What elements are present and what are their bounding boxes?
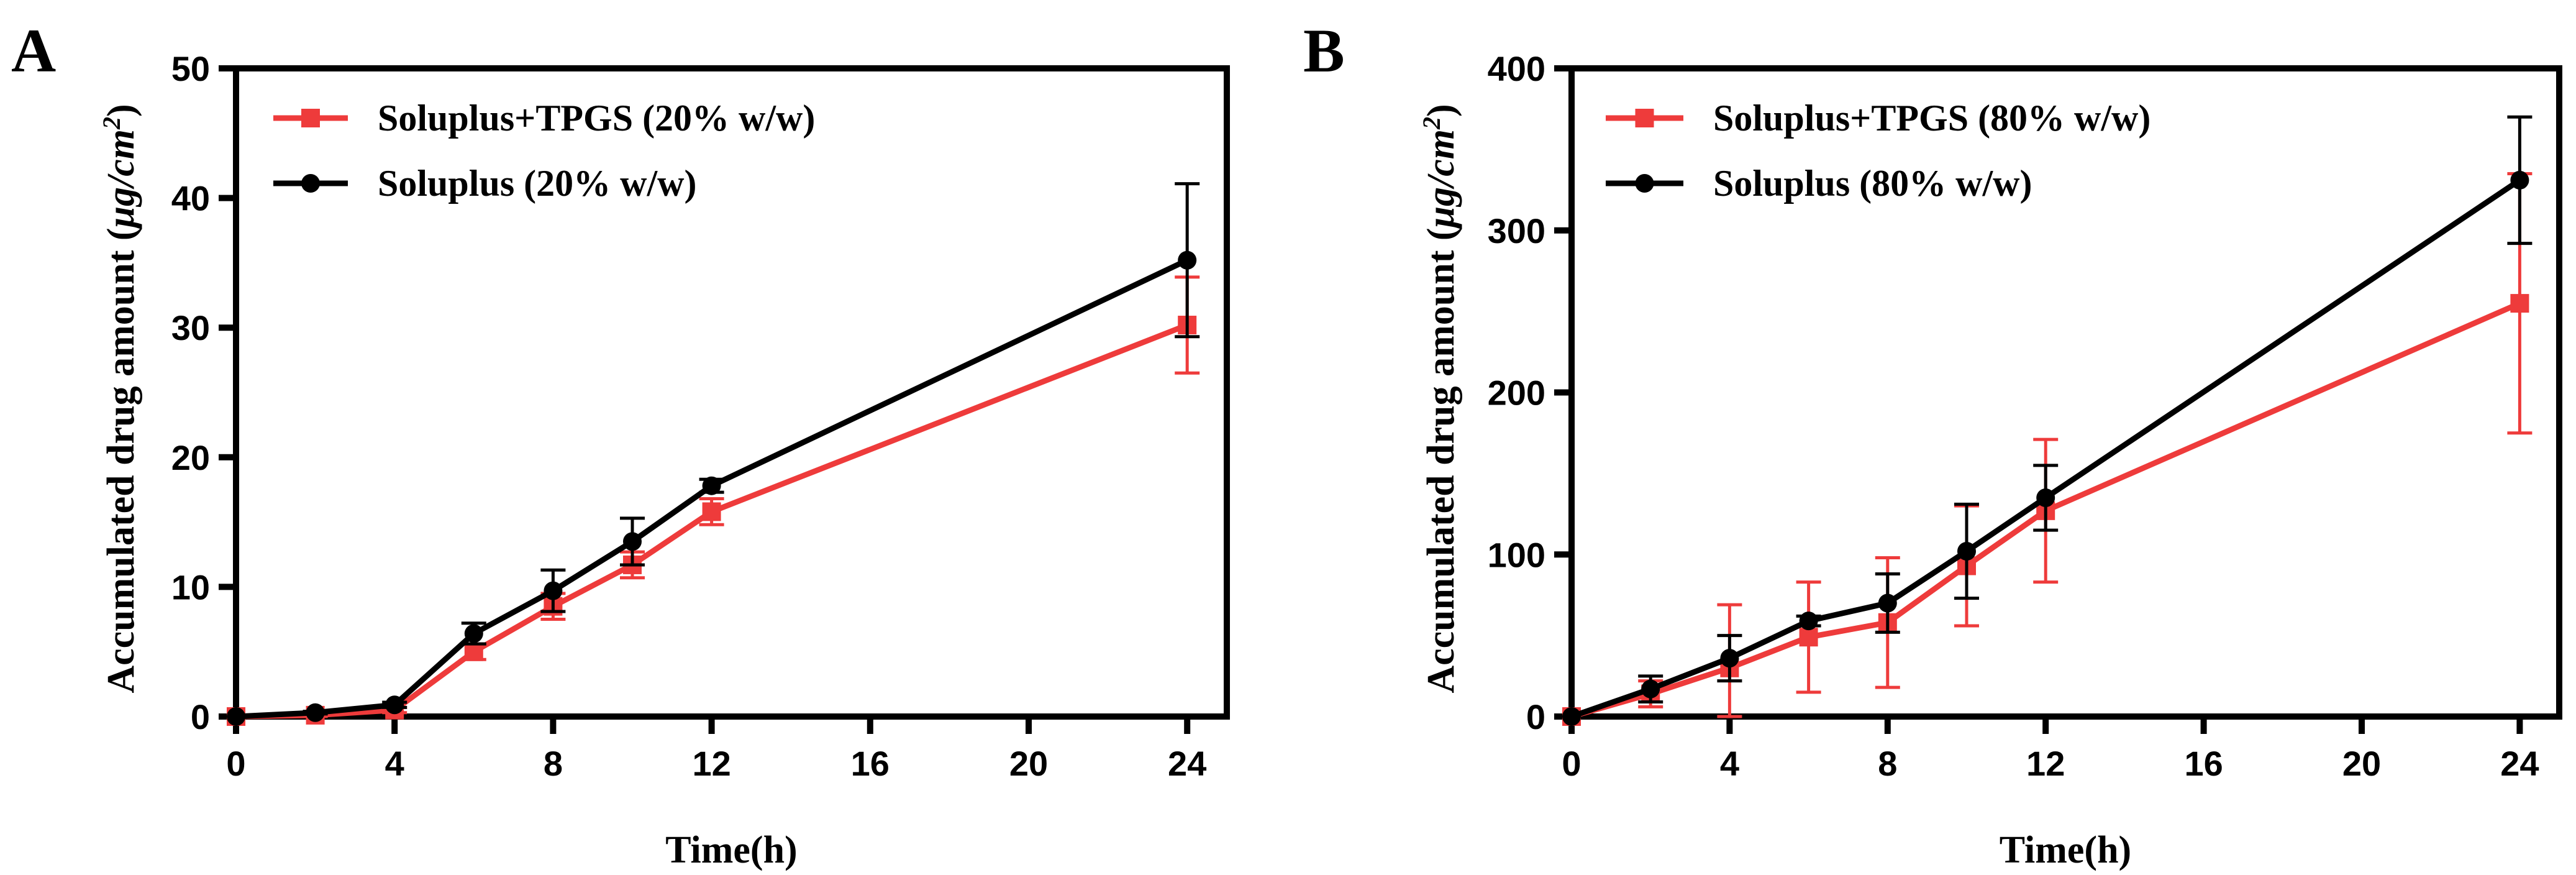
y-tick-label: 100 <box>1488 535 1545 574</box>
legend-marker <box>301 174 320 193</box>
y-axis-title-unit-exponent: 2 <box>98 117 125 130</box>
y-tick-label: 300 <box>1488 211 1545 250</box>
data-point <box>1878 593 1897 613</box>
y-axis-title-main: Accumulated drug amount ( <box>100 227 142 693</box>
y-tick-label: 30 <box>171 308 210 347</box>
y-tick-label: 40 <box>171 179 210 218</box>
data-point <box>544 581 563 600</box>
data-point <box>1799 628 1818 647</box>
y-tick-label: 20 <box>171 438 210 477</box>
x-tick-label: 4 <box>385 744 404 783</box>
x-tick-label: 12 <box>692 744 730 783</box>
x-tick-label: 0 <box>1562 744 1581 783</box>
legend-label: Soluplus (20% w/w) <box>378 163 696 204</box>
x-tick-label: 20 <box>2342 744 2381 783</box>
y-tick-label: 10 <box>171 567 210 607</box>
data-point <box>464 624 483 643</box>
panel-b-y-axis-title: Accumulated drug amount (μg/cm2) <box>1418 104 1463 693</box>
panel-a-x-axis-title: Time(h) <box>665 829 797 871</box>
panel-a: A 0 10 20 30 40 50 0 4 8 12 16 20 24 Time(h) Accumulate… <box>11 16 1230 871</box>
panel-b-legend: Soluplus+TPGS (80% w/w) Soluplus (80% w/w… <box>1606 98 2150 204</box>
series-line <box>235 322 1188 720</box>
y-axis-title-close: ) <box>100 104 142 117</box>
panel-a-axes-frame <box>233 65 1230 720</box>
data-point <box>1641 679 1660 699</box>
y-axis-title-close: ) <box>1420 104 1462 117</box>
y-tick-label: 200 <box>1488 373 1545 413</box>
legend-marker <box>301 109 320 127</box>
x-tick-label: 24 <box>2500 744 2539 783</box>
panel-b-series-2 <box>1562 115 2533 726</box>
data-point <box>2036 488 2055 507</box>
panel-a-series-2 <box>227 182 1200 726</box>
x-tick-label: 12 <box>2026 744 2065 783</box>
x-tick-label: 8 <box>1878 744 1897 783</box>
x-tick-label: 16 <box>851 744 890 783</box>
series-line <box>235 257 1189 720</box>
series-line <box>1570 300 2521 720</box>
panel-b: B 0 100 200 300 400 0 4 8 12 16 20 24 Time(h) Accumula… <box>1303 16 2562 871</box>
x-tick-label: 0 <box>226 744 245 783</box>
panel-a-y-axis-title: Accumulated drug amount (μg/cm2) <box>98 104 143 693</box>
panel-a-legend: Soluplus+TPGS (20% w/w) Soluplus (20% w/w… <box>273 98 815 204</box>
data-point <box>702 502 721 521</box>
y-tick-label: 0 <box>191 697 210 736</box>
panel-a-letter: A <box>11 16 56 85</box>
data-point <box>1957 542 1976 561</box>
data-point <box>2510 170 2529 190</box>
data-point <box>2510 294 2529 313</box>
data-point <box>227 707 245 726</box>
legend-label: Soluplus+TPGS (20% w/w) <box>378 98 815 139</box>
x-tick-label: 20 <box>1009 744 1048 783</box>
x-tick-label: 4 <box>1720 744 1739 783</box>
data-point <box>385 695 404 715</box>
y-tick-label: 0 <box>1526 697 1545 736</box>
panel-b-letter: B <box>1303 16 1345 85</box>
y-axis-title-unit-exponent: 2 <box>1418 117 1445 130</box>
y-tick-label: 50 <box>171 49 210 88</box>
data-point <box>623 532 642 551</box>
legend-label: Soluplus+TPGS (80% w/w) <box>1713 98 2150 139</box>
x-tick-label: 8 <box>544 744 563 783</box>
x-tick-label: 24 <box>1168 744 1206 783</box>
data-point <box>1720 649 1739 668</box>
data-point <box>702 476 721 495</box>
legend-marker <box>1635 174 1654 193</box>
data-point <box>306 703 325 722</box>
y-axis-title-main: Accumulated drug amount ( <box>1420 227 1462 693</box>
legend-marker <box>1635 109 1654 127</box>
x-tick-label: 16 <box>2184 744 2223 783</box>
data-point <box>1562 707 1581 726</box>
panel-b-x-axis-title: Time(h) <box>2000 829 2131 871</box>
y-axis-title-unit: μg/cm <box>100 129 142 229</box>
data-point <box>1799 612 1818 631</box>
data-point <box>1178 250 1197 270</box>
y-tick-label: 400 <box>1488 49 1545 88</box>
data-point <box>464 642 483 661</box>
series-line <box>1570 178 2521 720</box>
legend-label: Soluplus (80% w/w) <box>1713 163 2032 204</box>
y-axis-title-unit: μg/cm <box>1420 129 1462 229</box>
